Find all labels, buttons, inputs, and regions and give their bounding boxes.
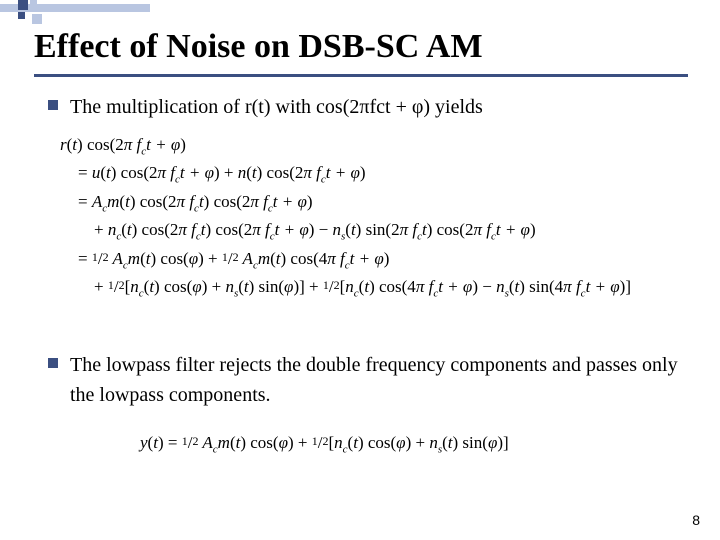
equation-result: y(t) = 1/2 Acm(t) cos(φ) + 1/2[nc(t) cos… (140, 430, 660, 458)
slide-decoration (0, 0, 720, 24)
bullet-2: The lowpass filter rejects the double fr… (48, 350, 688, 410)
page-number: 8 (692, 512, 700, 528)
eq-line-4: + nc(t) cos(2π fct) cos(2π fct + φ) − ns… (60, 217, 710, 245)
bullet-2-text: The lowpass filter rejects the double fr… (70, 350, 688, 410)
bullet-1: The multiplication of r(t) with cos(2πfc… (48, 92, 668, 122)
eq-line-3: = Acm(t) cos(2π fct) cos(2π fct + φ) (60, 189, 710, 217)
bullet-1-text: The multiplication of r(t) with cos(2πfc… (70, 92, 483, 122)
title-underline (34, 74, 688, 77)
equation-derivation: r(t) cos(2π fct + φ) = u(t) cos(2π fct +… (60, 132, 710, 303)
page-title: Effect of Noise on DSB-SC AM (34, 28, 483, 66)
eq-line-5: = 1/2 Acm(t) cos(φ) + 1/2 Acm(t) cos(4π … (60, 246, 710, 274)
eq-line-1: r(t) cos(2π fct + φ) (60, 132, 710, 160)
bullet-icon (48, 100, 58, 110)
eq-line-2: = u(t) cos(2π fct + φ) + n(t) cos(2π fct… (60, 160, 710, 188)
bullet-icon (48, 358, 58, 368)
eq-line-6: + 1/2[nc(t) cos(φ) + ns(t) sin(φ)] + 1/2… (60, 274, 710, 302)
